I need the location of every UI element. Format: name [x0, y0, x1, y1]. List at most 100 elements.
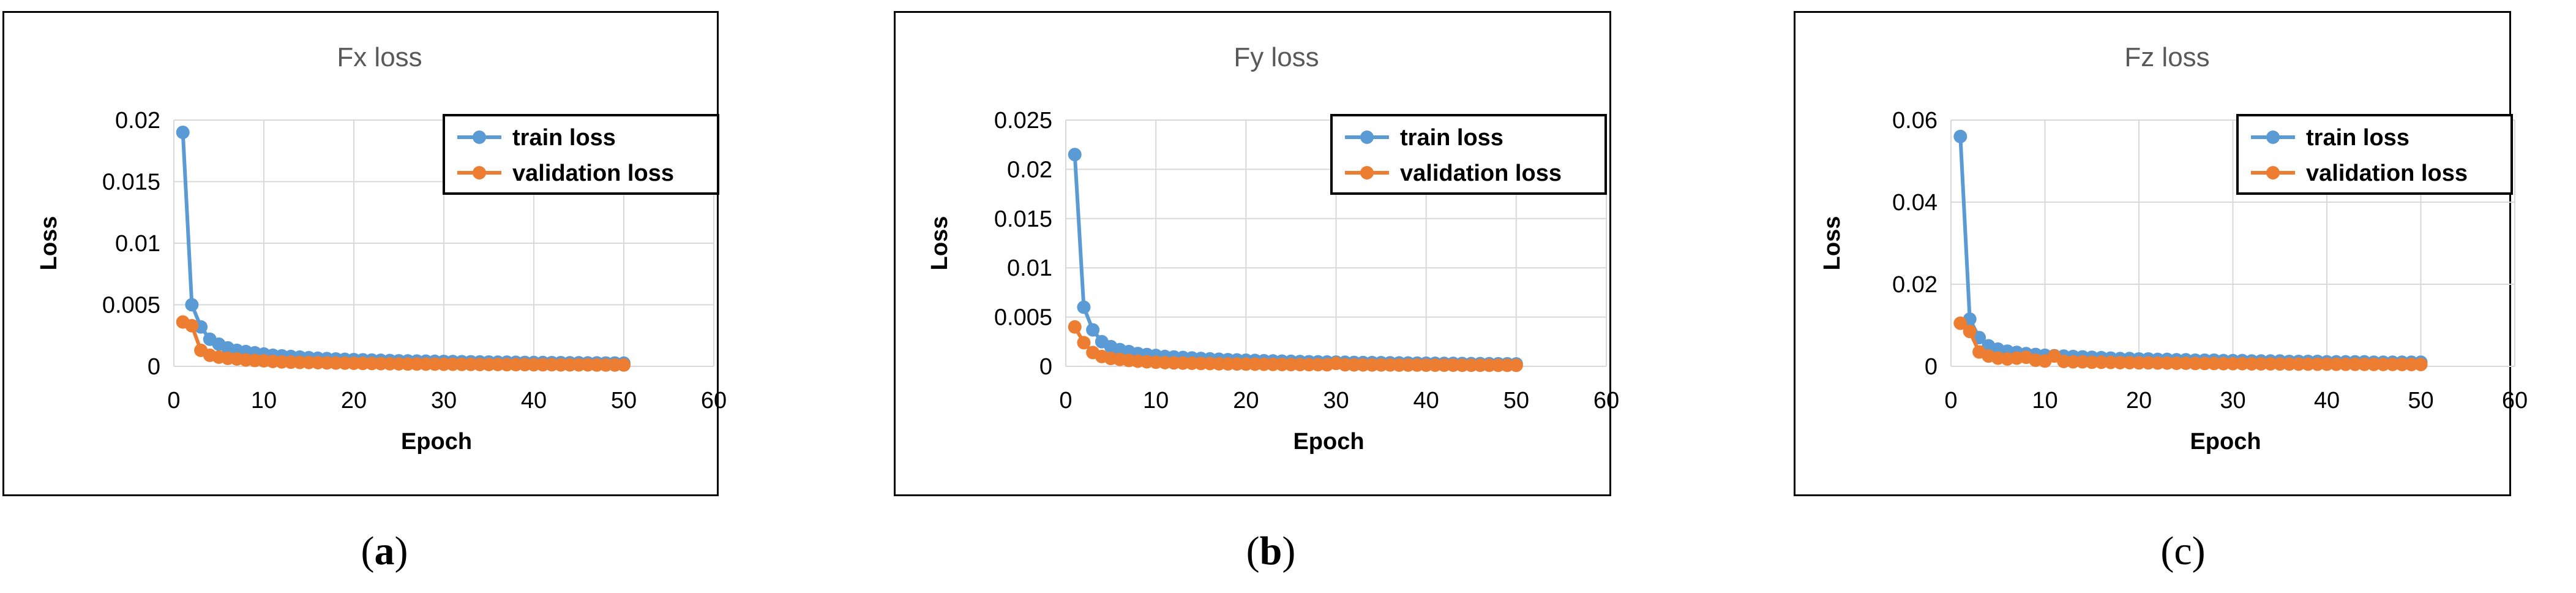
fz-validation-point: [1963, 325, 1977, 339]
fz-validation-point: [2198, 357, 2212, 371]
fy-xtick-label: 0: [1059, 388, 1072, 414]
fz-legend-marker-train: [2266, 130, 2280, 144]
fx-ytick-label: 0.01: [115, 231, 160, 257]
fz-validation-point: [2122, 355, 2136, 369]
fz-validation-point: [2254, 357, 2268, 371]
fz-ytick-label: 0.02: [1892, 272, 1938, 298]
fy-train-point: [1077, 300, 1091, 314]
fz-validation-point: [2094, 355, 2108, 369]
fy-legend-box: [1330, 114, 1607, 195]
fz-validation-point: [2310, 357, 2324, 371]
fy-train-point: [1086, 323, 1100, 337]
fz-xtick-label: 30: [2220, 388, 2245, 414]
fz-validation-point: [1953, 316, 1968, 330]
fz-validation-point: [2066, 355, 2080, 369]
fx-xtick-label: 10: [251, 388, 277, 414]
fz-ytick-label: 0.06: [1892, 108, 1938, 134]
fy-train-point: [1068, 148, 1082, 162]
caption-c-letter: c: [2174, 529, 2192, 573]
caption-c: (c): [2122, 528, 2244, 575]
fz-validation-point: [2386, 357, 2400, 371]
fy-xtick-label: 30: [1323, 388, 1349, 414]
chart-panel-fz: [1794, 11, 2511, 496]
fz-validation-point: [2282, 357, 2296, 371]
fz-ytick-label: 0: [1925, 354, 1938, 380]
fz-train-point: [1953, 129, 1968, 143]
fz-legend-marker-validation: [2266, 166, 2280, 179]
fy-legend-label-validation: validation loss: [1400, 161, 1562, 186]
fz-legend-label-train: train loss: [2306, 125, 2409, 151]
caption-b-open: (: [1246, 529, 1260, 573]
fz-xtick-label: 60: [2502, 388, 2528, 414]
caption-a-letter: a: [374, 529, 395, 573]
fz-xtick-label: 10: [2032, 388, 2057, 414]
fz-legend-box: [2236, 114, 2513, 195]
fz-validation-point: [2405, 357, 2419, 371]
fy-validation-point: [1509, 358, 1523, 372]
fz-validation-point: [2329, 357, 2343, 371]
fz-validation-point: [2085, 355, 2099, 369]
fz-validation-point: [2320, 357, 2334, 371]
fy-xaxis-label: Epoch: [1293, 429, 1364, 455]
fz-validation-point: [2226, 357, 2240, 371]
fz-ytick-label: 0.04: [1892, 190, 1938, 216]
fz-validation-point: [2132, 356, 2146, 370]
fx-legend-marker-validation: [473, 166, 486, 179]
fy-legend-marker-validation: [1360, 166, 1374, 179]
fz-validation-point: [2207, 357, 2221, 371]
fz-validation-point: [2245, 357, 2259, 371]
fx-legend-label-train: train loss: [512, 125, 616, 151]
fx-xtick-label: 20: [341, 388, 367, 414]
fy-xtick-label: 20: [1233, 388, 1259, 414]
fz-xaxis-label: Epoch: [2190, 429, 2261, 455]
fx-ytick-label: 0.02: [115, 108, 160, 134]
fz-chart-title: Fz loss: [2124, 42, 2209, 72]
fy-ytick-label: 0.025: [994, 108, 1052, 134]
fz-xtick-label: 40: [2314, 388, 2340, 414]
fz-validation-point: [2235, 357, 2249, 371]
fz-validation-point: [2160, 356, 2174, 370]
caption-a-open: (: [361, 529, 375, 573]
fz-validation-point: [2357, 357, 2372, 371]
fx-legend-box: [443, 114, 719, 195]
fy-ytick-label: 0.01: [1007, 255, 1052, 281]
fz-validation-point: [2113, 355, 2127, 369]
caption-c-close: ): [2192, 529, 2206, 573]
fy-yaxis-label: Loss: [927, 216, 953, 271]
caption-b-close: ): [1282, 529, 1296, 573]
fz-validation-point: [2348, 357, 2362, 371]
fx-legend-marker-train: [473, 130, 486, 144]
fz-validation-point: [2263, 357, 2277, 371]
fx-xtick-label: 30: [431, 388, 457, 414]
caption-c-open: (: [2160, 529, 2174, 573]
fy-xtick-label: 40: [1413, 388, 1439, 414]
fx-xtick-label: 60: [701, 388, 727, 414]
fy-ytick-label: 0: [1039, 354, 1052, 380]
fy-legend-marker-train: [1360, 130, 1374, 144]
fz-validation-point: [2179, 356, 2193, 370]
fz-xtick-label: 50: [2408, 388, 2433, 414]
fy-validation-point: [1068, 320, 1082, 334]
fz-validation-point: [2273, 357, 2287, 371]
fz-validation-point: [2170, 356, 2184, 370]
fz-xtick-label: 20: [2126, 388, 2152, 414]
fy-ytick-label: 0.02: [1007, 157, 1052, 183]
fx-train-point: [176, 126, 190, 140]
fx-validation-point: [185, 319, 199, 333]
fz-validation-point: [2188, 357, 2203, 371]
chart-panel-fy: [894, 11, 1611, 496]
fx-validation-point: [617, 358, 631, 372]
caption-a: (a): [323, 528, 446, 575]
fy-chart-title: Fy loss: [1234, 42, 1319, 72]
fz-validation-point: [2103, 355, 2117, 369]
fz-yaxis-label: Loss: [1819, 216, 1845, 271]
fz-xtick-label: 0: [1944, 388, 1957, 414]
fy-xtick-label: 50: [1503, 388, 1529, 414]
chart-panel-fx: [2, 11, 719, 496]
fy-xtick-label: 60: [1593, 388, 1619, 414]
fz-validation-point: [2367, 357, 2381, 371]
fx-xtick-label: 0: [167, 388, 180, 414]
fx-ytick-label: 0.015: [102, 170, 160, 195]
fy-ytick-label: 0.005: [994, 305, 1052, 331]
